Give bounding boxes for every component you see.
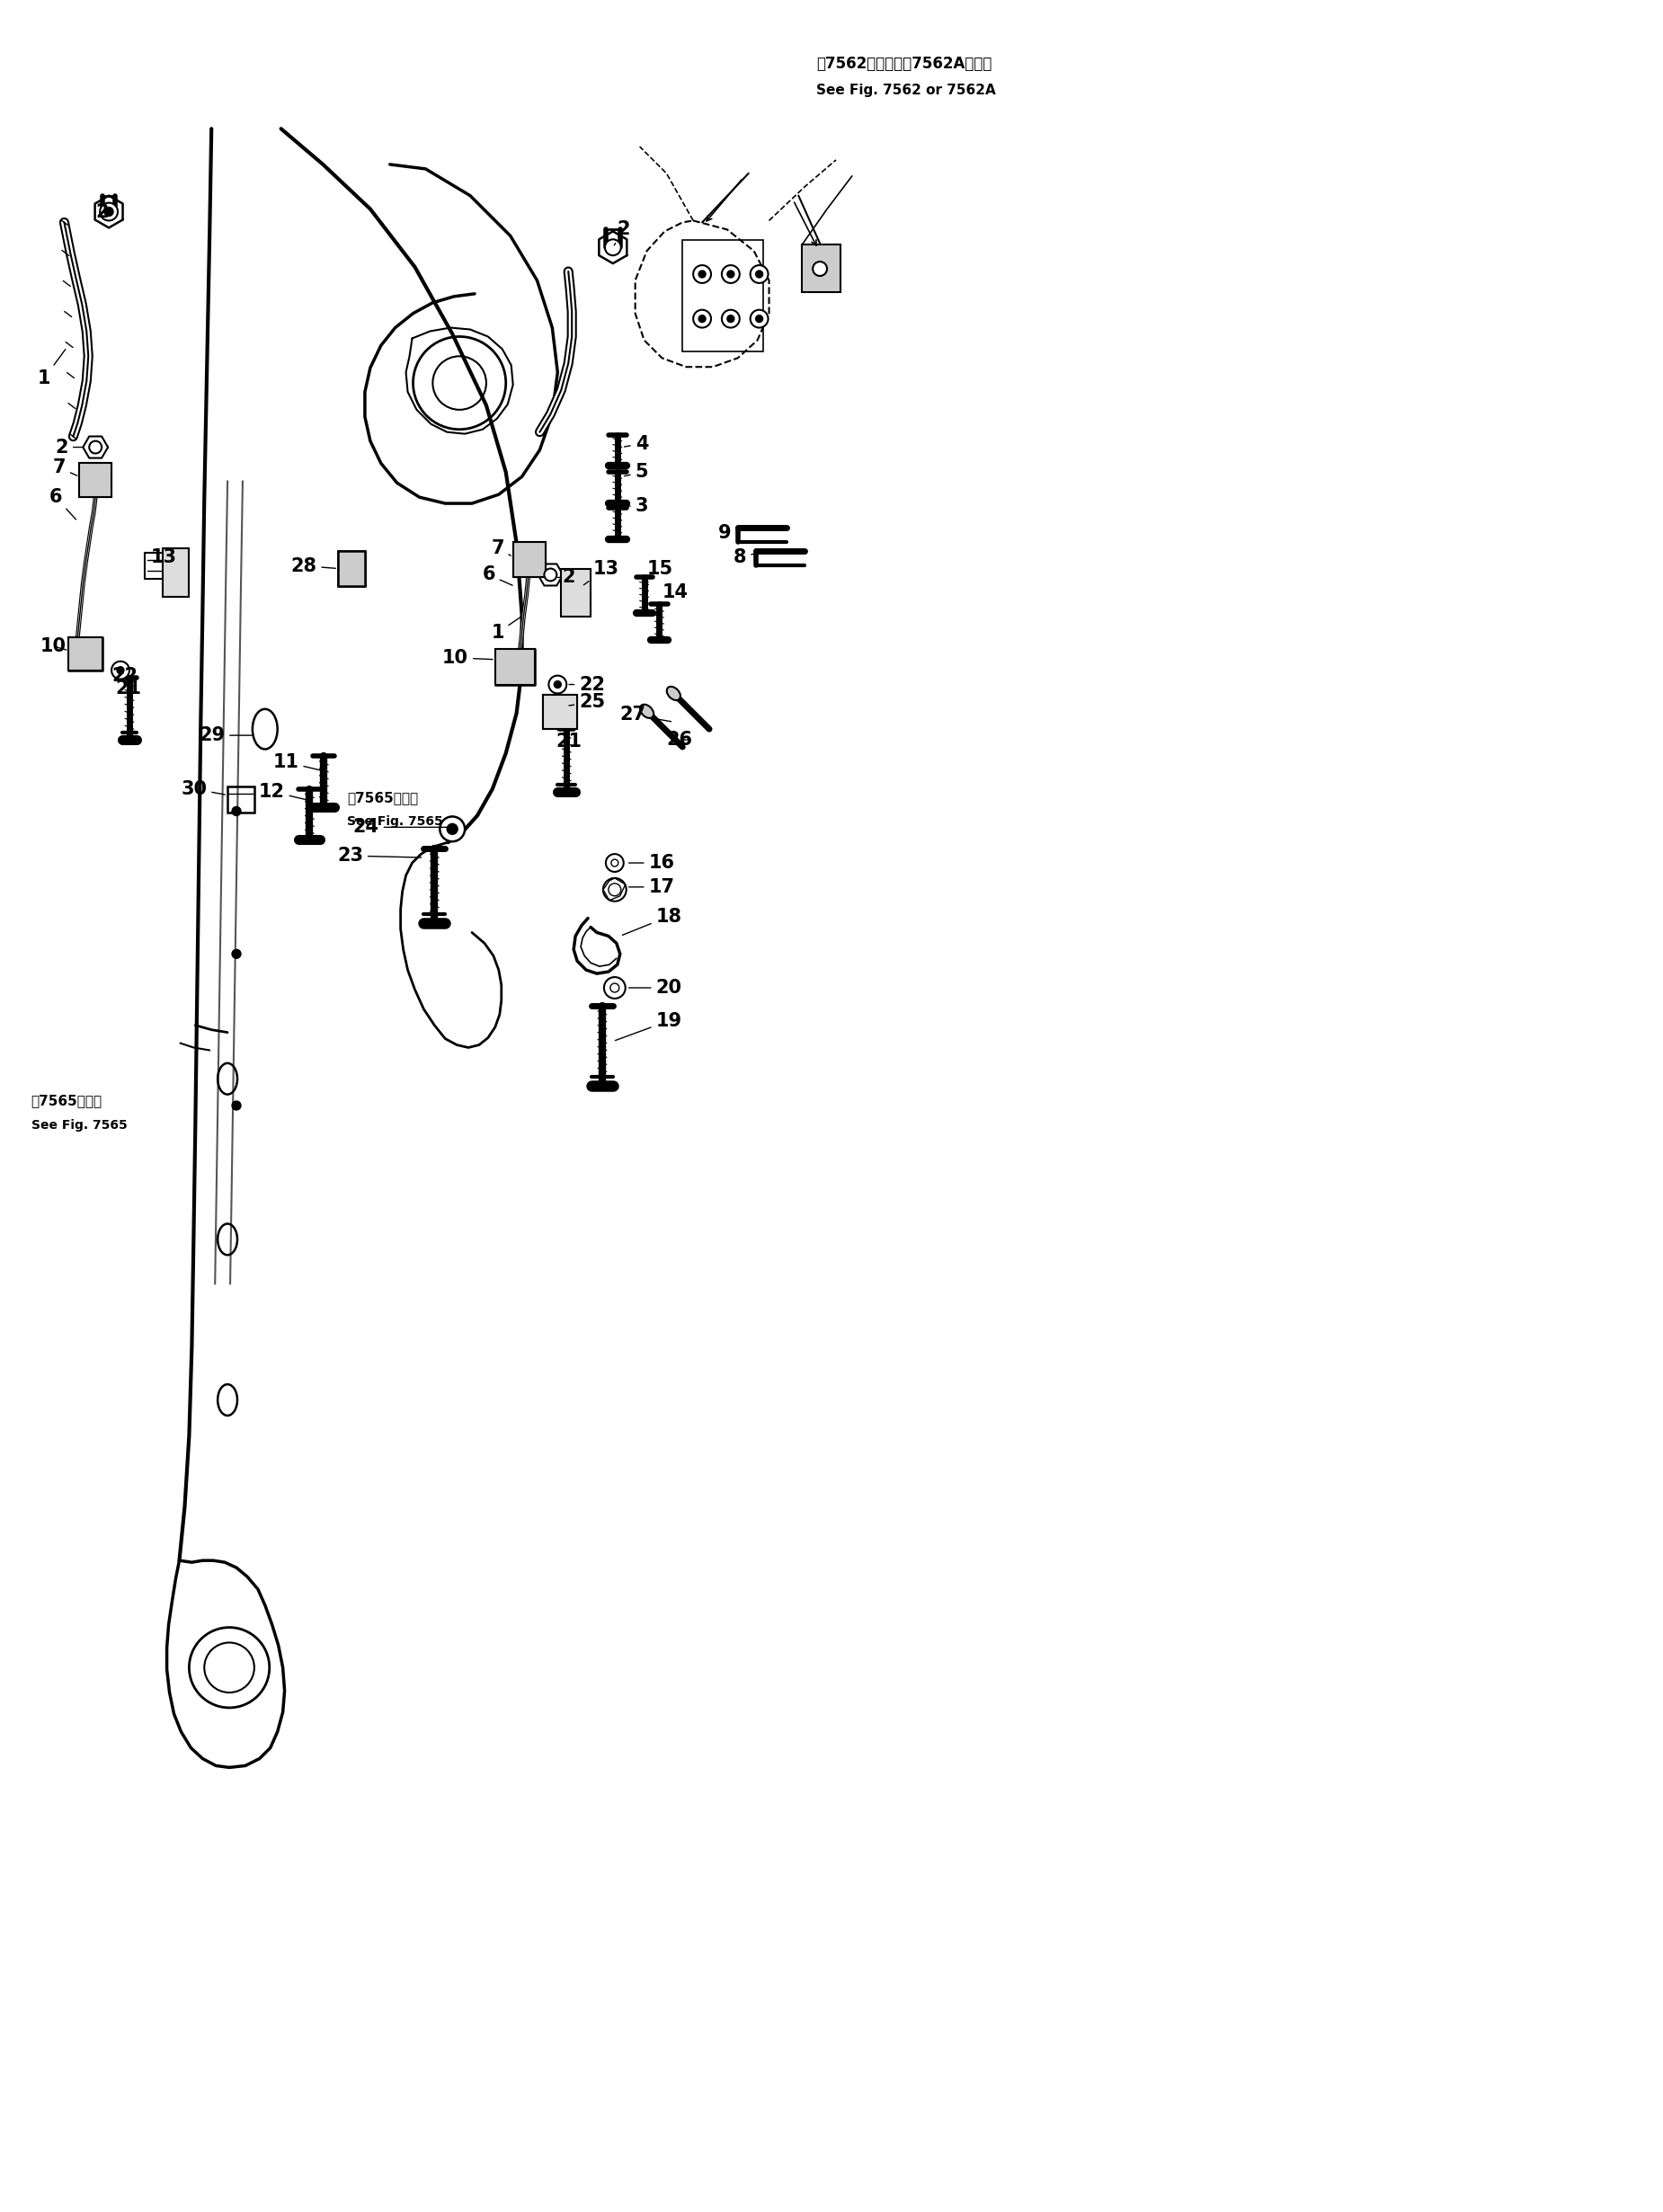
Text: 6: 6 — [482, 566, 512, 586]
Circle shape — [755, 314, 763, 323]
Text: 2: 2 — [614, 221, 630, 246]
Text: 22: 22 — [569, 675, 605, 695]
Text: 27: 27 — [620, 706, 672, 723]
Text: 14: 14 — [659, 584, 688, 604]
Text: 13: 13 — [151, 549, 176, 568]
Circle shape — [693, 265, 712, 283]
Text: 16: 16 — [629, 854, 675, 872]
Text: 10: 10 — [40, 637, 67, 655]
Bar — [560, 568, 590, 617]
Text: 24: 24 — [353, 818, 449, 836]
Text: 22: 22 — [111, 666, 138, 684]
Bar — [338, 551, 364, 586]
Circle shape — [605, 239, 620, 254]
Text: 3: 3 — [624, 498, 649, 515]
Circle shape — [554, 681, 560, 688]
Text: 26: 26 — [667, 730, 692, 750]
Circle shape — [698, 314, 705, 323]
Text: 25: 25 — [569, 692, 605, 712]
Circle shape — [447, 823, 457, 834]
Circle shape — [722, 310, 740, 327]
Text: 1: 1 — [491, 617, 522, 641]
Circle shape — [116, 666, 125, 675]
Circle shape — [605, 854, 624, 872]
Text: 15: 15 — [645, 560, 674, 584]
Ellipse shape — [640, 703, 654, 719]
Circle shape — [750, 310, 768, 327]
Text: 28: 28 — [291, 557, 336, 575]
Circle shape — [231, 1102, 241, 1110]
Bar — [80, 462, 111, 498]
Bar — [682, 241, 763, 352]
Circle shape — [750, 265, 768, 283]
Circle shape — [813, 261, 827, 276]
Circle shape — [693, 310, 712, 327]
Bar — [512, 542, 545, 577]
Text: 21: 21 — [555, 732, 582, 757]
Circle shape — [755, 270, 763, 279]
Text: 8: 8 — [733, 549, 767, 566]
Circle shape — [100, 204, 118, 221]
Circle shape — [727, 314, 735, 323]
Bar — [496, 648, 534, 684]
Text: 21: 21 — [115, 679, 141, 697]
Text: See Fig. 7565: See Fig. 7565 — [32, 1119, 126, 1133]
Text: 5: 5 — [624, 462, 649, 482]
Text: 12: 12 — [258, 783, 308, 801]
Circle shape — [727, 270, 735, 279]
Text: 19: 19 — [615, 1011, 682, 1040]
Bar — [802, 246, 840, 292]
Circle shape — [90, 440, 101, 453]
Text: 7: 7 — [491, 540, 511, 557]
Text: 13: 13 — [584, 560, 619, 584]
Circle shape — [231, 949, 241, 958]
Bar — [163, 549, 190, 597]
Circle shape — [105, 208, 113, 217]
Text: 7: 7 — [53, 458, 76, 478]
Bar — [228, 785, 254, 814]
Text: 1: 1 — [38, 349, 65, 387]
Text: 2: 2 — [557, 568, 575, 586]
Text: 4: 4 — [624, 434, 649, 453]
Text: 6: 6 — [50, 489, 76, 520]
Circle shape — [698, 270, 705, 279]
Text: 2: 2 — [95, 204, 108, 221]
Text: 11: 11 — [273, 752, 321, 772]
Text: See Fig. 7565: See Fig. 7565 — [348, 816, 442, 827]
Ellipse shape — [667, 686, 680, 701]
Bar — [544, 695, 577, 730]
Circle shape — [544, 568, 557, 582]
Text: 第7565図参照: 第7565図参照 — [348, 792, 417, 805]
Circle shape — [549, 675, 567, 692]
Text: 29: 29 — [198, 726, 251, 743]
Text: 23: 23 — [338, 847, 421, 865]
Text: 20: 20 — [629, 980, 682, 998]
Text: 18: 18 — [622, 907, 682, 936]
Text: 17: 17 — [629, 878, 675, 896]
Circle shape — [439, 816, 466, 841]
Text: See Fig. 7562 or 7562A: See Fig. 7562 or 7562A — [817, 84, 996, 97]
Bar — [68, 637, 103, 670]
Text: 第7562図または第7562A図参照: 第7562図または第7562A図参照 — [817, 55, 991, 71]
Circle shape — [111, 661, 130, 679]
Text: 第7565図参照: 第7565図参照 — [32, 1095, 103, 1108]
Circle shape — [231, 807, 241, 816]
Text: 10: 10 — [442, 648, 492, 666]
Text: 30: 30 — [181, 781, 225, 799]
Text: 9: 9 — [718, 524, 755, 542]
Circle shape — [722, 265, 740, 283]
Text: 2: 2 — [55, 438, 81, 456]
